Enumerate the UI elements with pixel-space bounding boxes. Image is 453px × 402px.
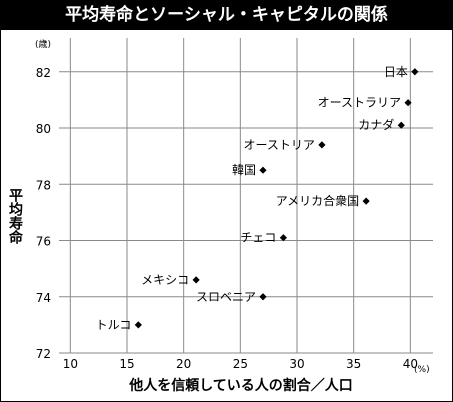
data-point-label: 日本 — [384, 65, 408, 79]
y-tick-label: 76 — [36, 235, 51, 249]
data-point-marker — [362, 197, 370, 205]
data-point-marker — [192, 276, 200, 284]
data-point-marker — [397, 121, 405, 129]
data-point-marker — [411, 68, 419, 76]
x-tick-label: 30 — [289, 357, 304, 371]
x-tick-label: 20 — [176, 357, 191, 371]
x-tick-label: 10 — [63, 357, 78, 371]
data-point-label: トルコ — [96, 318, 132, 332]
grid-lines — [59, 38, 433, 354]
y-axis-title: 平均寿命 — [7, 188, 24, 245]
y-unit-label: (歳) — [35, 38, 51, 50]
data-point-label: 韓国 — [232, 163, 256, 177]
data-point-label: オーストリア — [244, 138, 315, 152]
data-point-label: メキシコ — [141, 273, 189, 287]
data-point-marker — [318, 141, 326, 149]
x-tick-label: 40 — [403, 357, 418, 371]
data-point-label: オーストラリア — [318, 96, 401, 110]
x-tick-label: 15 — [119, 357, 134, 371]
data-point-label: スロベニア — [196, 290, 256, 304]
x-tick-label: 25 — [233, 357, 248, 371]
data-point-label: チェコ — [240, 231, 276, 245]
y-tick-label: 72 — [36, 347, 51, 361]
x-tick-label: 35 — [346, 357, 361, 371]
chart-title: 平均寿命とソーシャル・キャピタルの関係 — [1, 1, 452, 30]
data-point-marker — [259, 293, 267, 301]
y-tick-label: 74 — [36, 291, 51, 305]
y-tick-label: 82 — [36, 66, 51, 80]
y-tick-label: 78 — [36, 178, 51, 192]
data-point-label: カナダ — [358, 117, 394, 132]
data-point-label: アメリカ合衆国 — [276, 193, 359, 208]
data-points: 日本オーストラリアカナダオーストリア韓国アメリカ合衆国チェコメキシコスロベニアト… — [96, 65, 419, 332]
x-axis-title: 他人を信頼している人の割合／人口 — [128, 377, 353, 394]
data-point-marker — [279, 234, 287, 242]
x-unit-label: (%) — [414, 365, 430, 375]
axis-ticks: 10 15 20 25 30 35 40 72 74 76 78 80 82 — [36, 66, 418, 371]
data-point-marker — [259, 166, 267, 174]
y-tick-label: 80 — [36, 122, 51, 136]
data-point-marker — [404, 99, 412, 107]
data-point-marker — [134, 321, 142, 329]
